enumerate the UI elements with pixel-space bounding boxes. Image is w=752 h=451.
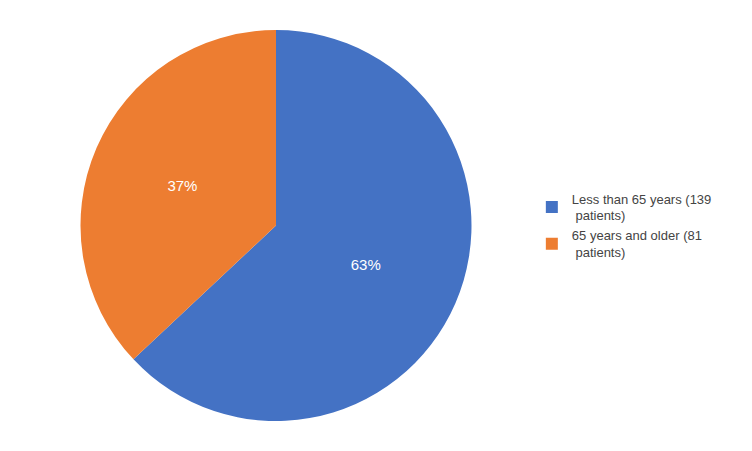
svg-text:65 years and older (81 patient: 65 years and older (81 patients) (572, 228, 702, 260)
svg-text:37%: 37% (167, 177, 197, 194)
svg-text:63%: 63% (351, 256, 381, 273)
svg-text:Less than 65 years (139 patien: Less than 65 years (139 patients) (572, 192, 711, 224)
